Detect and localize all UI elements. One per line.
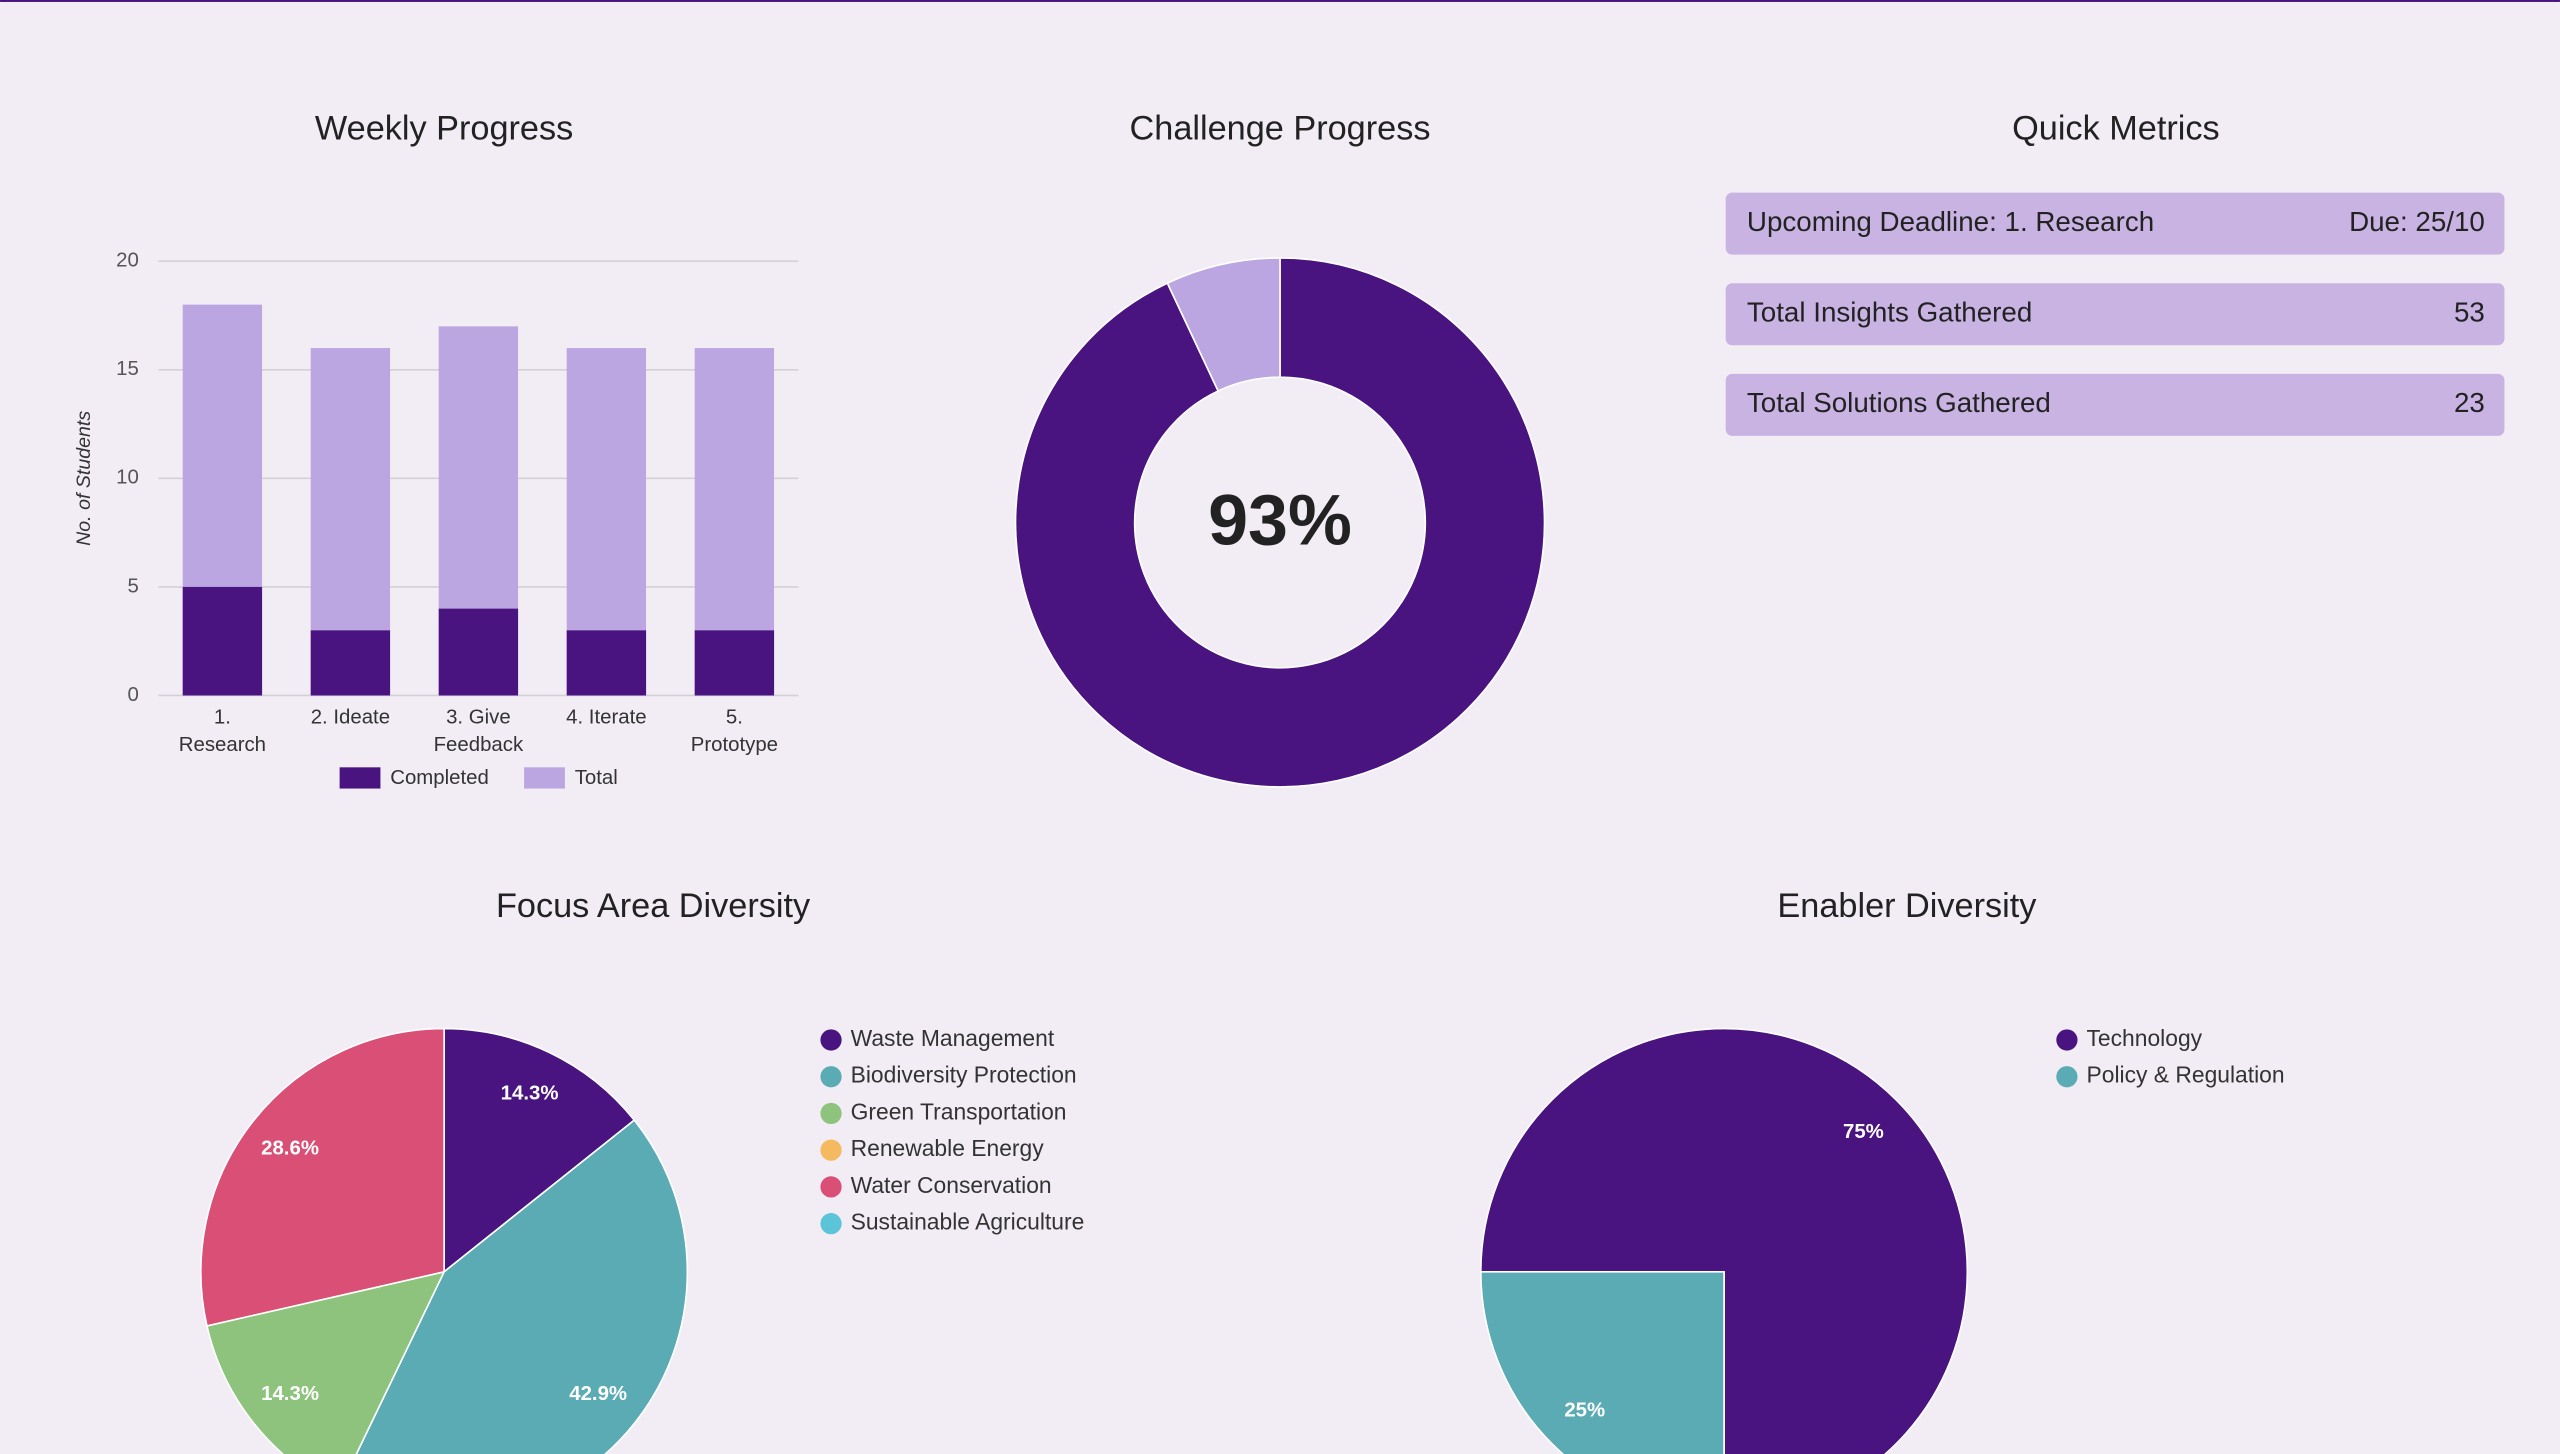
legend-label: Policy & Regulation bbox=[2087, 1062, 2285, 1088]
legend-marker bbox=[820, 1213, 842, 1235]
legend-label: Renewable Energy bbox=[851, 1135, 1045, 1161]
pie-slice bbox=[200, 1027, 445, 1327]
pie-slice bbox=[1479, 1270, 1725, 1454]
y-tick-label: 10 bbox=[116, 467, 139, 489]
legend-label: Completed bbox=[390, 767, 489, 789]
value-label: 25% bbox=[1564, 1400, 1605, 1422]
bar bbox=[566, 630, 647, 696]
metric-value: Due: 25/10 bbox=[2349, 206, 2485, 237]
value-label: 42.9% bbox=[569, 1383, 627, 1405]
x-tick-label: 3. Give Feedback bbox=[434, 707, 524, 757]
y-axis-label: No. of Students bbox=[73, 411, 95, 546]
y-tick-label: 20 bbox=[116, 250, 139, 272]
metric-box bbox=[1725, 373, 2505, 436]
y-tick-label: 15 bbox=[116, 358, 139, 380]
legend-marker bbox=[820, 1029, 842, 1051]
bar bbox=[310, 630, 391, 696]
value-label: 28.6% bbox=[261, 1137, 319, 1159]
metric-label: Total Insights Gathered bbox=[1747, 297, 2032, 328]
legend-marker bbox=[820, 1176, 842, 1198]
chart-title: Challenge Progress bbox=[1130, 110, 1431, 148]
pie-slice bbox=[1479, 1027, 1969, 1454]
x-tick-label: 4. Iterate bbox=[566, 707, 646, 729]
pie-slice bbox=[205, 1270, 446, 1454]
metric-label: Total Solutions Gathered bbox=[1747, 387, 2051, 418]
bar bbox=[694, 630, 775, 696]
legend-label: Green Transportation bbox=[851, 1098, 1067, 1124]
legend-label: Waste Management bbox=[851, 1025, 1055, 1051]
doughnut-segment bbox=[1166, 257, 1281, 393]
value-label: 14.3% bbox=[261, 1383, 319, 1405]
metric-box bbox=[1725, 283, 2505, 346]
value-label: 75% bbox=[1843, 1121, 1884, 1143]
y-tick-label: 0 bbox=[127, 684, 138, 706]
legend-label: Technology bbox=[2087, 1025, 2203, 1051]
bar bbox=[182, 586, 263, 696]
metric-value: 23 bbox=[2454, 387, 2485, 418]
center-label: 93% bbox=[1208, 481, 1352, 561]
legend-swatch bbox=[339, 767, 381, 789]
x-tick-label: 1. Research bbox=[179, 707, 266, 757]
chart-title: Weekly Progress bbox=[315, 110, 573, 148]
legend-marker bbox=[2056, 1029, 2078, 1051]
metric-label: Upcoming Deadline: 1. Research bbox=[1747, 206, 2154, 237]
legend-label: Water Conservation bbox=[851, 1172, 1052, 1198]
metric-box bbox=[1725, 192, 2505, 255]
top-border bbox=[0, 0, 2560, 2]
pie-slice bbox=[355, 1118, 689, 1454]
pie-slice bbox=[443, 1027, 636, 1274]
x-tick-label: 2. Ideate bbox=[311, 707, 390, 729]
legend-marker bbox=[820, 1139, 842, 1161]
chart-title: Focus Area Diversity bbox=[496, 887, 811, 925]
doughnut-segment bbox=[1014, 257, 1546, 788]
legend-label: Sustainable Agriculture bbox=[851, 1209, 1085, 1235]
legend-marker bbox=[820, 1066, 842, 1088]
chart-title: Enabler Diversity bbox=[1777, 887, 2037, 925]
bar bbox=[438, 608, 519, 696]
value-label: 14.3% bbox=[501, 1083, 559, 1105]
legend-label: Total bbox=[575, 767, 618, 789]
legend-label: Biodiversity Protection bbox=[851, 1062, 1077, 1088]
legend-marker bbox=[820, 1102, 842, 1125]
x-tick-label: 5. Prototype bbox=[691, 707, 778, 757]
legend-marker bbox=[2056, 1066, 2078, 1088]
legend-swatch bbox=[524, 767, 565, 789]
y-tick-label: 5 bbox=[127, 575, 138, 597]
section-title: Quick Metrics bbox=[2012, 110, 2220, 148]
metric-value: 53 bbox=[2454, 297, 2485, 328]
